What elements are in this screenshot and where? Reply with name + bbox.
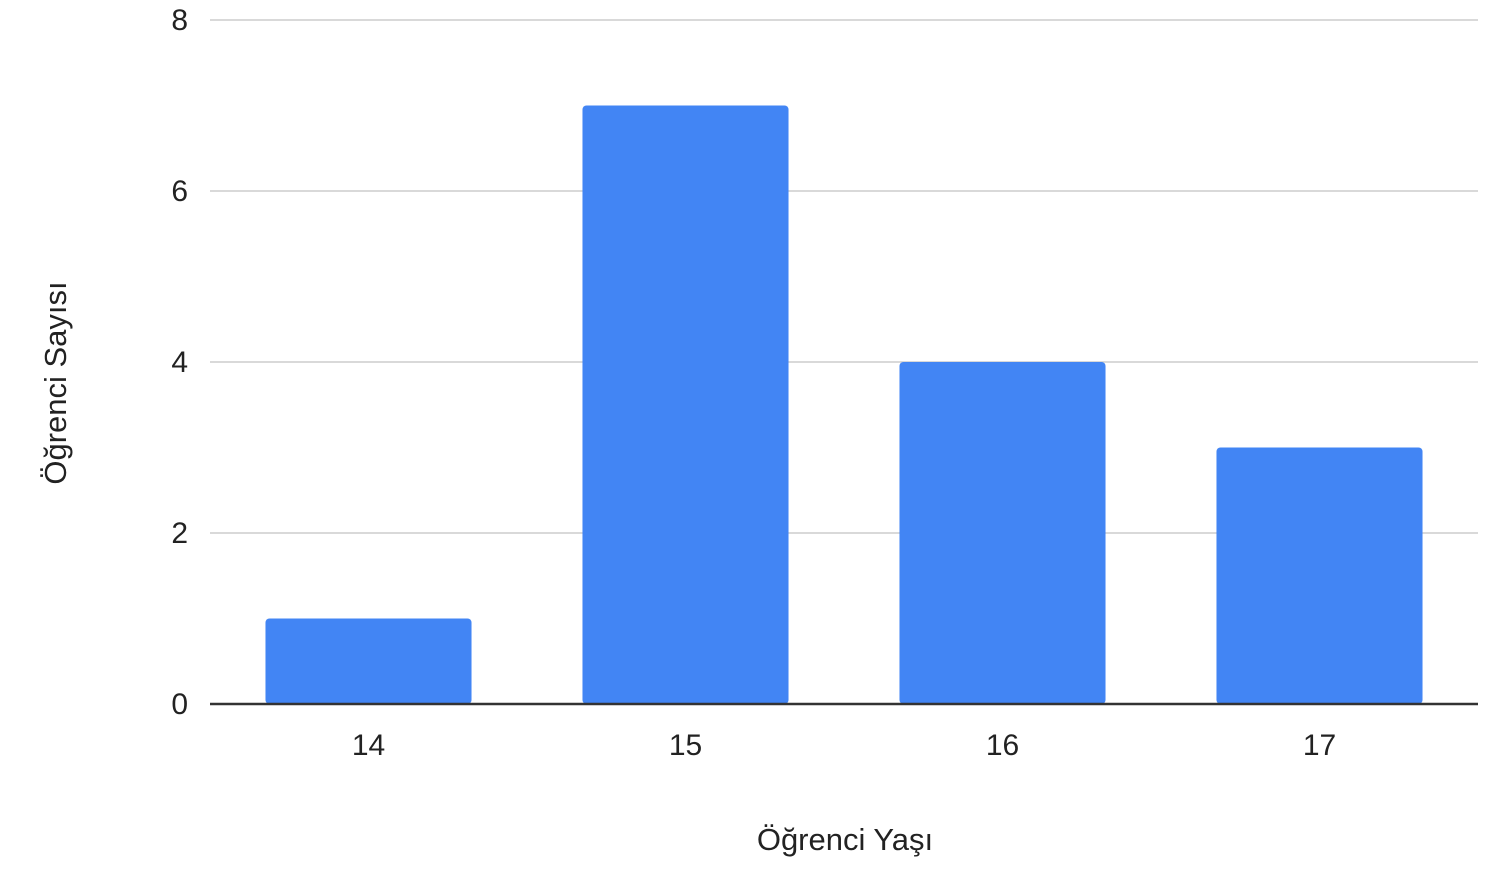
x-axis-ticks: 14 15 16 17 [352, 729, 1336, 762]
y-axis-title: Öğrenci Sayısı [38, 281, 73, 484]
x-tick-label: 16 [986, 729, 1019, 762]
y-tick-label: 0 [171, 688, 188, 721]
y-tick-label: 6 [171, 175, 188, 208]
bar [899, 362, 1106, 704]
bar [1216, 447, 1423, 704]
bar [582, 105, 789, 704]
x-axis-title: Öğrenci Yaşı [757, 822, 933, 857]
x-tick-label: 17 [1303, 729, 1336, 762]
y-tick-label: 2 [171, 517, 188, 550]
y-tick-label: 4 [171, 346, 188, 379]
y-tick-label: 8 [171, 4, 188, 37]
x-tick-label: 15 [669, 729, 702, 762]
bar [265, 618, 472, 704]
x-tick-label: 14 [352, 729, 385, 762]
bars [265, 105, 1423, 704]
y-axis-ticks: 0 2 4 6 8 [171, 4, 188, 721]
